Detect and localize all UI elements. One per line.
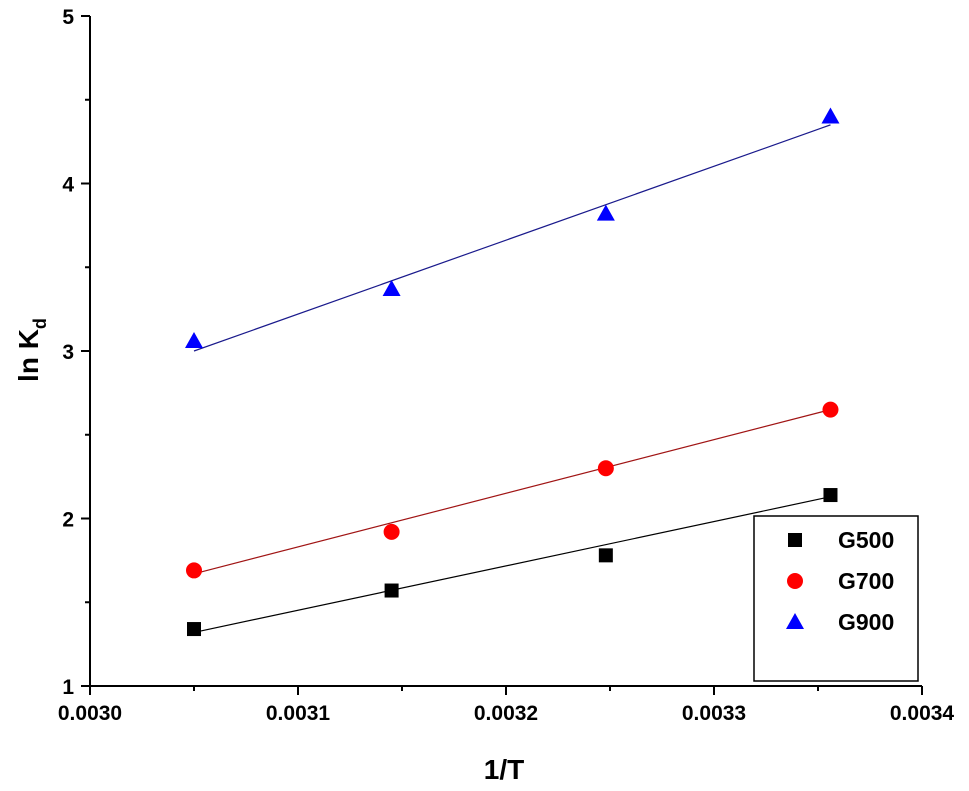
point-g900	[382, 280, 401, 297]
point-g700	[597, 460, 614, 477]
x-tick-label: 0.0030	[58, 702, 122, 725]
y-tick-label: 1	[62, 676, 74, 699]
point-g500	[598, 548, 613, 563]
point-g700	[186, 562, 202, 579]
y-axis-title: ln Kd	[13, 318, 50, 382]
legend: G500 G700 G900	[753, 515, 919, 682]
point-g500	[187, 622, 201, 637]
point-g700	[383, 523, 400, 540]
legend-marker-g700	[787, 573, 803, 589]
y-tick-label: 3	[62, 341, 74, 364]
x-axis-title: 1/T	[484, 754, 524, 785]
legend-marker-g900	[786, 613, 804, 629]
x-ticks: 0.0030 0.0031 0.0032 0.0033 0.0034	[58, 686, 955, 725]
fit-line-g700	[193, 409, 831, 575]
legend-box	[753, 515, 919, 682]
point-g900	[821, 107, 840, 124]
y-axis-title-main: ln K	[13, 329, 44, 382]
legend-label-g500: G500	[838, 527, 894, 553]
point-g900	[596, 204, 615, 221]
point-g500	[823, 488, 838, 503]
x-tick-label: 0.0031	[266, 702, 331, 725]
y-tick-label: 4	[62, 174, 74, 197]
y-tick-label: 5	[62, 6, 74, 29]
x-tick-label: 0.0034	[890, 702, 955, 725]
point-g700	[822, 401, 839, 418]
fit-line-g900	[193, 124, 831, 352]
legend-marker-g500	[788, 533, 802, 547]
markers	[185, 107, 840, 637]
y-ticks: 1 2 3 4 5	[62, 6, 90, 699]
point-g500	[384, 583, 399, 598]
legend-label-g900: G900	[838, 609, 894, 635]
fit-line-g500	[193, 496, 831, 633]
y-axis-title-subscript: d	[30, 318, 50, 329]
fit-lines	[193, 124, 831, 633]
y-tick-label: 2	[62, 509, 74, 532]
legend-label-g700: G700	[838, 568, 894, 594]
point-g900	[185, 331, 203, 348]
x-tick-label: 0.0032	[474, 702, 538, 725]
x-tick-label: 0.0033	[682, 702, 746, 725]
